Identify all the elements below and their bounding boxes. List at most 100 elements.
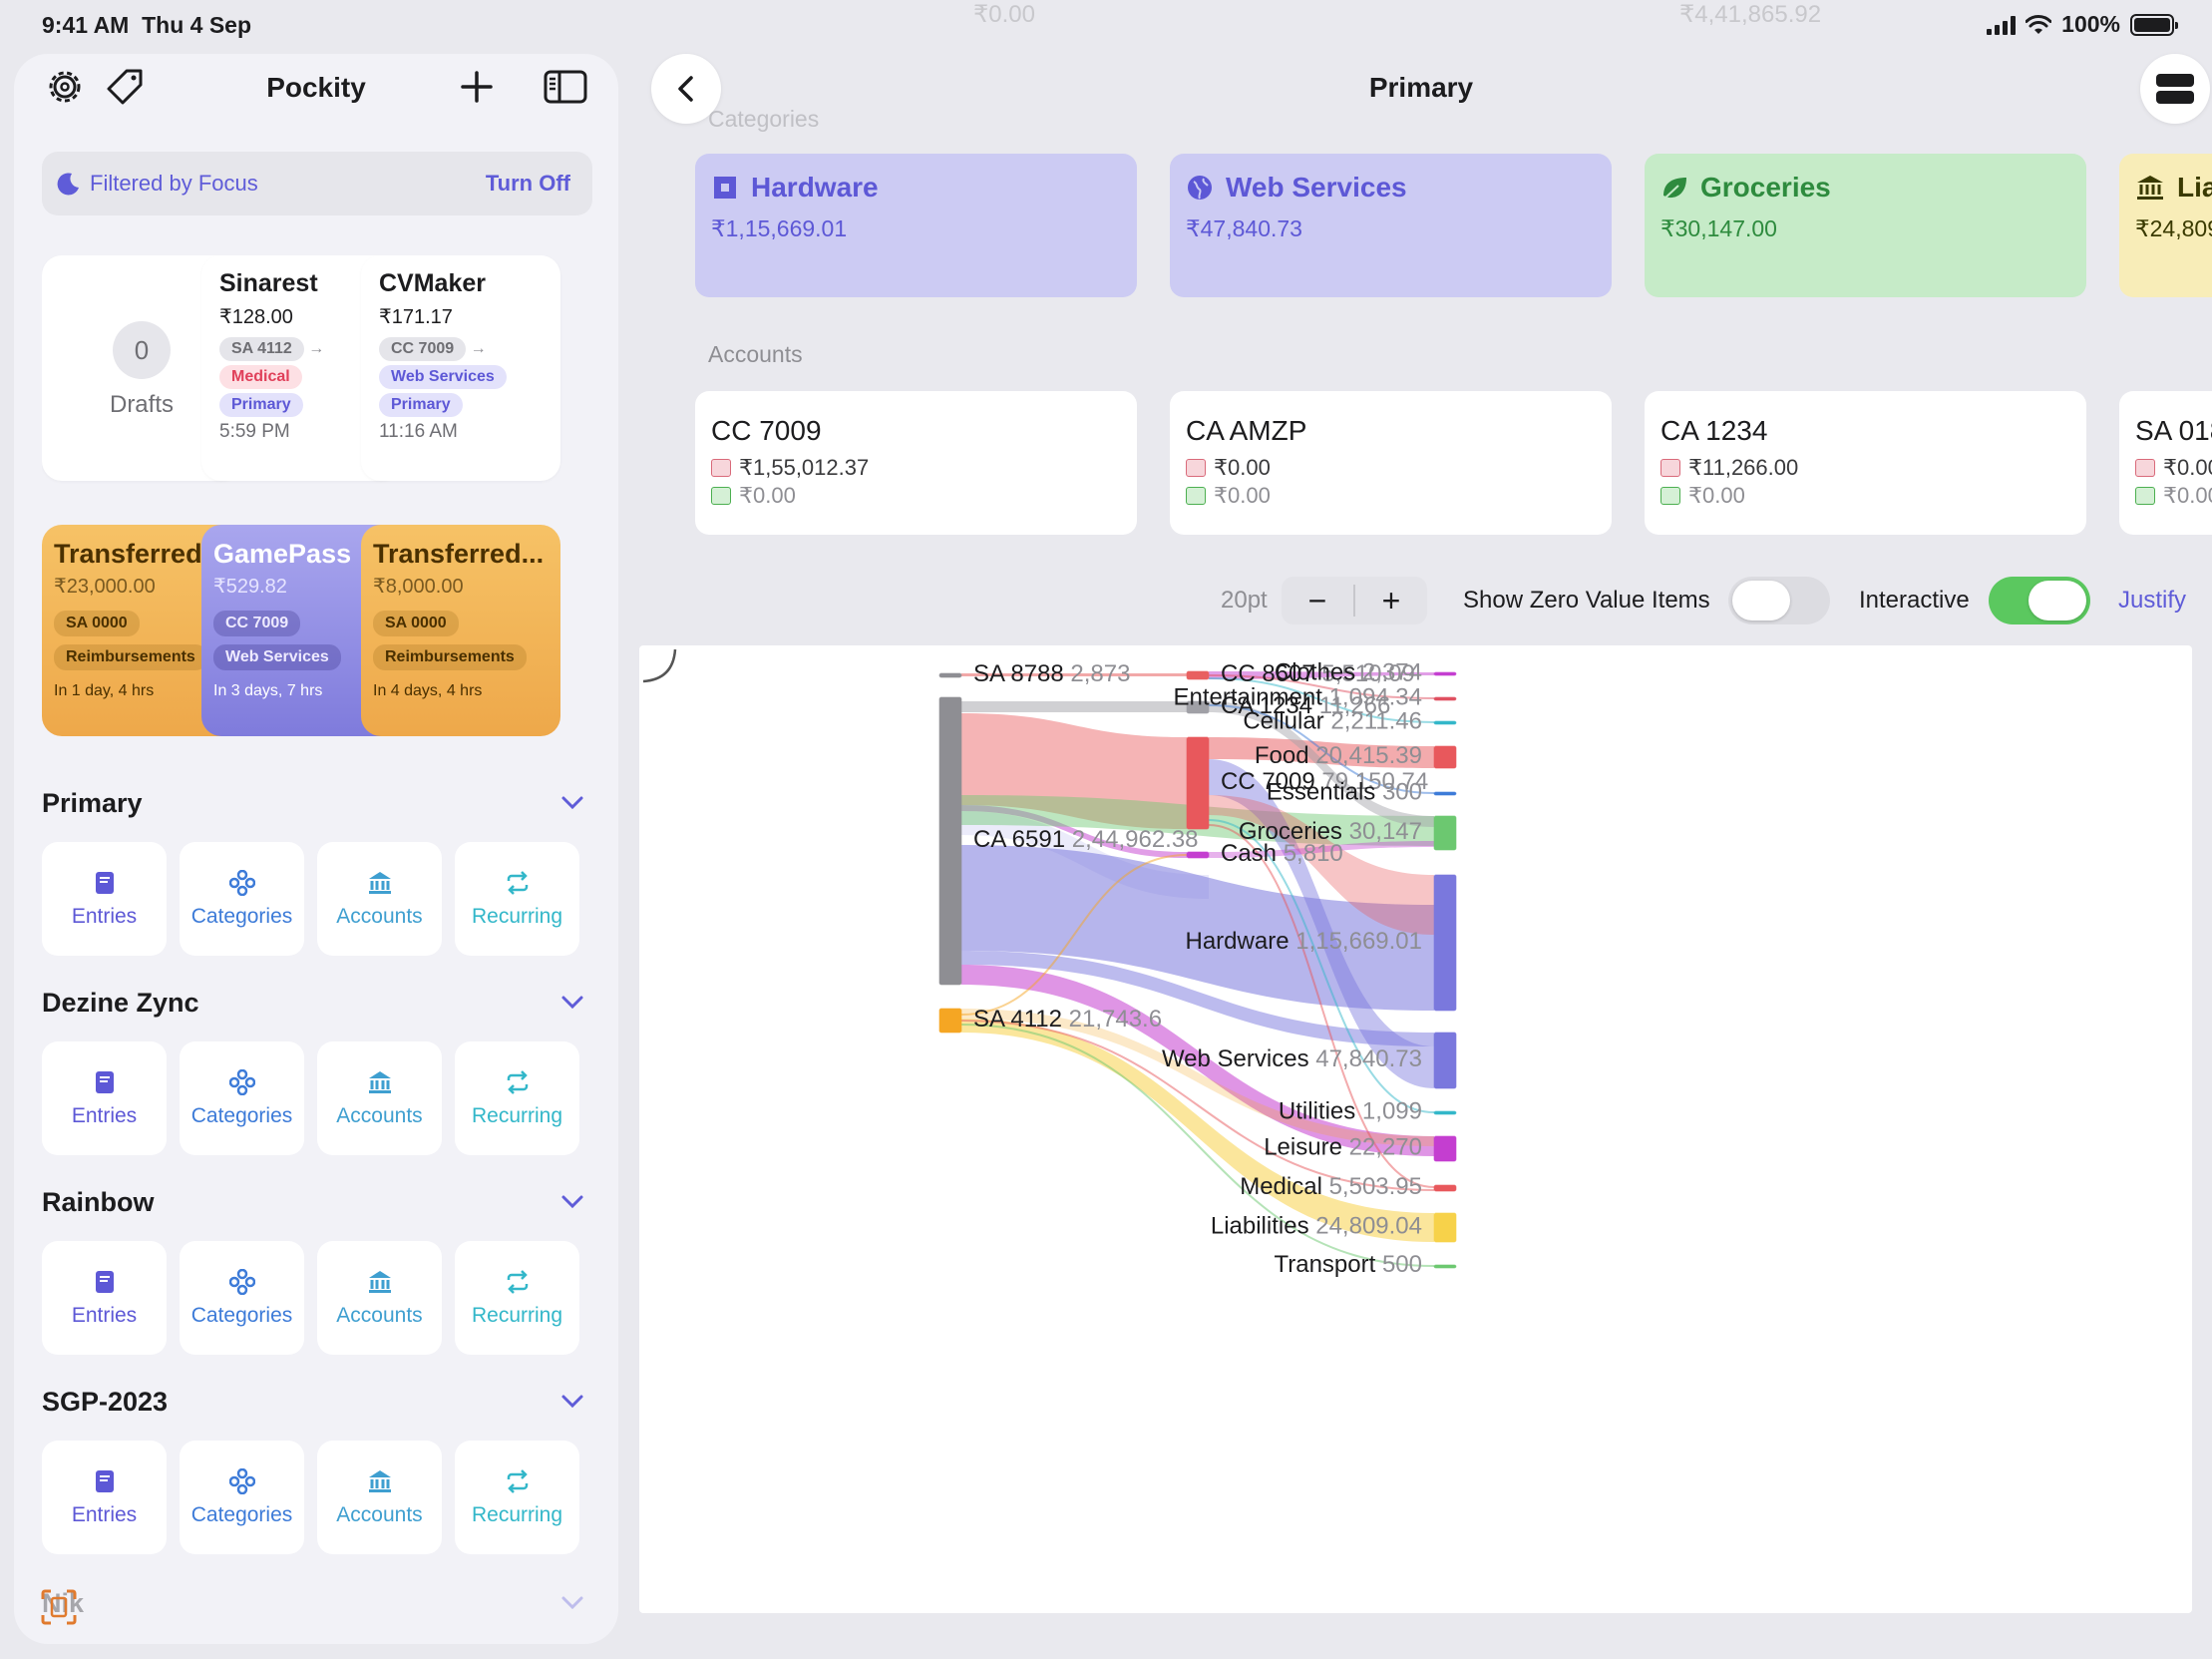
- recurring-tile[interactable]: Recurring: [455, 1041, 579, 1155]
- sankey-node-source[interactable]: [938, 1008, 962, 1034]
- node-size-stepper[interactable]: − +: [1282, 577, 1427, 624]
- account-card[interactable]: CA 1234 ₹11,266.00 ₹0.00: [1645, 391, 2086, 535]
- chevron-down-icon[interactable]: [558, 790, 586, 814]
- tag-icon[interactable]: [102, 64, 148, 110]
- accounts-tile[interactable]: Accounts: [317, 842, 442, 956]
- sankey-chart[interactable]: SA 8788 2,873 CA 6591 2,44,962.38 SA 4112 …: [639, 645, 2192, 1613]
- sankey-link[interactable]: [1208, 677, 1435, 723]
- account-card[interactable]: CA AMZP ₹0.00 ₹0.00: [1170, 391, 1612, 535]
- resize-corner-icon[interactable]: [639, 645, 679, 685]
- accounts-tile[interactable]: Accounts: [317, 1041, 442, 1155]
- sankey-node-category[interactable]: [1433, 1032, 1457, 1089]
- sankey-link[interactable]: [1209, 795, 1434, 935]
- sankey-node-account[interactable]: [1186, 736, 1210, 830]
- sankey-link[interactable]: [961, 1019, 1434, 1242]
- scan-document-icon[interactable]: [36, 1584, 82, 1630]
- turn-off-focus-button[interactable]: Turn Off: [485, 171, 570, 196]
- sankey-node-category[interactable]: [1433, 745, 1457, 769]
- sankey-node-category[interactable]: [1433, 874, 1457, 1012]
- accounts-tile[interactable]: Accounts: [317, 1241, 442, 1355]
- sankey-link[interactable]: [1209, 701, 1434, 827]
- account-card[interactable]: SA 0188 ₹0.00 ₹0.00: [2119, 391, 2212, 535]
- settings-gear-icon[interactable]: [42, 64, 88, 110]
- justify-button[interactable]: Justify: [2118, 587, 2187, 614]
- entries-tile[interactable]: Entries: [42, 1241, 167, 1355]
- sankey-node-category[interactable]: [1433, 671, 1457, 676]
- sankey-label-source: CA 6591 2,44,962.38: [973, 826, 1199, 853]
- book-title: Nik: [42, 1588, 85, 1618]
- sankey-node-category[interactable]: [1433, 1212, 1457, 1243]
- upcoming-recurring-card[interactable]: Transferred... ₹8,000.00 SA 0000 Reimbur…: [361, 525, 560, 736]
- sankey-node-category[interactable]: [1433, 1135, 1457, 1162]
- sankey-node-account[interactable]: [1186, 851, 1210, 859]
- sankey-node-category[interactable]: [1433, 815, 1457, 851]
- sankey-link[interactable]: [961, 673, 1187, 676]
- category-card[interactable]: Liabilities ₹24,809.04: [2119, 154, 2212, 297]
- entries-tile[interactable]: Entries: [42, 1041, 167, 1155]
- entry-amount: ₹128.00: [219, 306, 293, 328]
- sankey-node-category[interactable]: [1433, 791, 1457, 796]
- decrease-button[interactable]: −: [1307, 583, 1327, 619]
- account-outflow: ₹0.00: [1214, 455, 1271, 480]
- chevron-down-icon[interactable]: [558, 1389, 586, 1413]
- sankey-link[interactable]: [1208, 824, 1435, 1188]
- categories-tile[interactable]: Categories: [180, 842, 304, 956]
- back-button[interactable]: [651, 54, 721, 124]
- layout-toggle-button[interactable]: [2140, 54, 2210, 124]
- sankey-link[interactable]: [1208, 704, 1435, 794]
- categories-tile[interactable]: Categories: [180, 1241, 304, 1355]
- accounts-tile[interactable]: Accounts: [317, 1441, 442, 1554]
- recurring-tile[interactable]: Recurring: [455, 842, 579, 956]
- chevron-down-icon[interactable]: [558, 1189, 586, 1213]
- recurring-tile[interactable]: Recurring: [455, 1241, 579, 1355]
- moon-icon: [57, 173, 79, 196]
- sankey-link[interactable]: [961, 1009, 1434, 1146]
- chevron-down-icon[interactable]: [558, 1590, 586, 1614]
- category-amount: ₹30,147.00: [1660, 215, 1777, 241]
- sankey-link[interactable]: [1209, 841, 1434, 858]
- account-card[interactable]: CC 7009 ₹1,55,012.37 ₹0.00: [695, 391, 1137, 535]
- sankey-link[interactable]: [961, 713, 1187, 829]
- sankey-node-category[interactable]: [1433, 1184, 1457, 1192]
- chevron-down-icon[interactable]: [558, 990, 586, 1014]
- categories-tile[interactable]: Categories: [180, 1041, 304, 1155]
- increase-button[interactable]: +: [1381, 583, 1401, 619]
- sankey-node-category[interactable]: [1433, 1110, 1457, 1115]
- sankey-link[interactable]: [1208, 819, 1435, 1113]
- sankey-label-category: Essentials 300: [1267, 779, 1422, 806]
- category-card[interactable]: Web Services ₹47,840.73: [1170, 154, 1612, 297]
- recent-entry-card[interactable]: CVMaker ₹171.17 CC 7009 → Web Services P…: [361, 255, 560, 481]
- sankey-link[interactable]: [1209, 737, 1434, 768]
- sidebar-toggle-icon[interactable]: [543, 64, 588, 110]
- sankey-link[interactable]: [960, 1020, 1435, 1191]
- sankey-node-account[interactable]: [1186, 670, 1210, 680]
- recurring-tile[interactable]: Recurring: [455, 1441, 579, 1554]
- add-plus-icon[interactable]: [454, 64, 500, 110]
- sankey-link[interactable]: [961, 845, 1434, 1011]
- sankey-link[interactable]: [1209, 759, 1434, 1088]
- sankey-node-source[interactable]: [938, 696, 962, 986]
- accounts-strip[interactable]: CC 7009 ₹1,55,012.37 ₹0.00 CA AMZP ₹0.00…: [695, 391, 2212, 537]
- categories-tile[interactable]: Categories: [180, 1441, 304, 1554]
- show-zero-toggle[interactable]: [1728, 577, 1830, 624]
- sankey-node-category[interactable]: [1433, 696, 1457, 701]
- sankey-link[interactable]: [961, 805, 1187, 858]
- category-card[interactable]: Groceries ₹30,147.00: [1645, 154, 2086, 297]
- sankey-link[interactable]: [960, 1024, 1435, 1267]
- category-card[interactable]: Hardware ₹1,15,669.01: [695, 154, 1137, 297]
- interactive-toggle[interactable]: [1989, 577, 2090, 624]
- entries-tile[interactable]: Entries: [42, 1441, 167, 1554]
- sankey-link[interactable]: [961, 965, 1434, 1156]
- categories-strip[interactable]: Hardware ₹1,15,669.01 Web Services ₹47,8…: [695, 154, 2212, 299]
- sankey-link[interactable]: [961, 951, 1434, 1046]
- sankey-node-account[interactable]: [1186, 700, 1210, 714]
- entries-tile[interactable]: Entries: [42, 842, 167, 956]
- battery-icon: [2130, 13, 2178, 36]
- sankey-node-category[interactable]: [1433, 1264, 1457, 1269]
- sankey-link[interactable]: [961, 701, 1187, 712]
- sankey-node-category[interactable]: [1433, 720, 1457, 725]
- sankey-link[interactable]: [960, 854, 1188, 1016]
- sankey-node-source[interactable]: [938, 672, 962, 678]
- sankey-link[interactable]: [1208, 674, 1435, 699]
- recent-entries-carousel[interactable]: 0 Drafts Sinarest ₹128.00 SA 4112 → Medi…: [42, 255, 618, 754]
